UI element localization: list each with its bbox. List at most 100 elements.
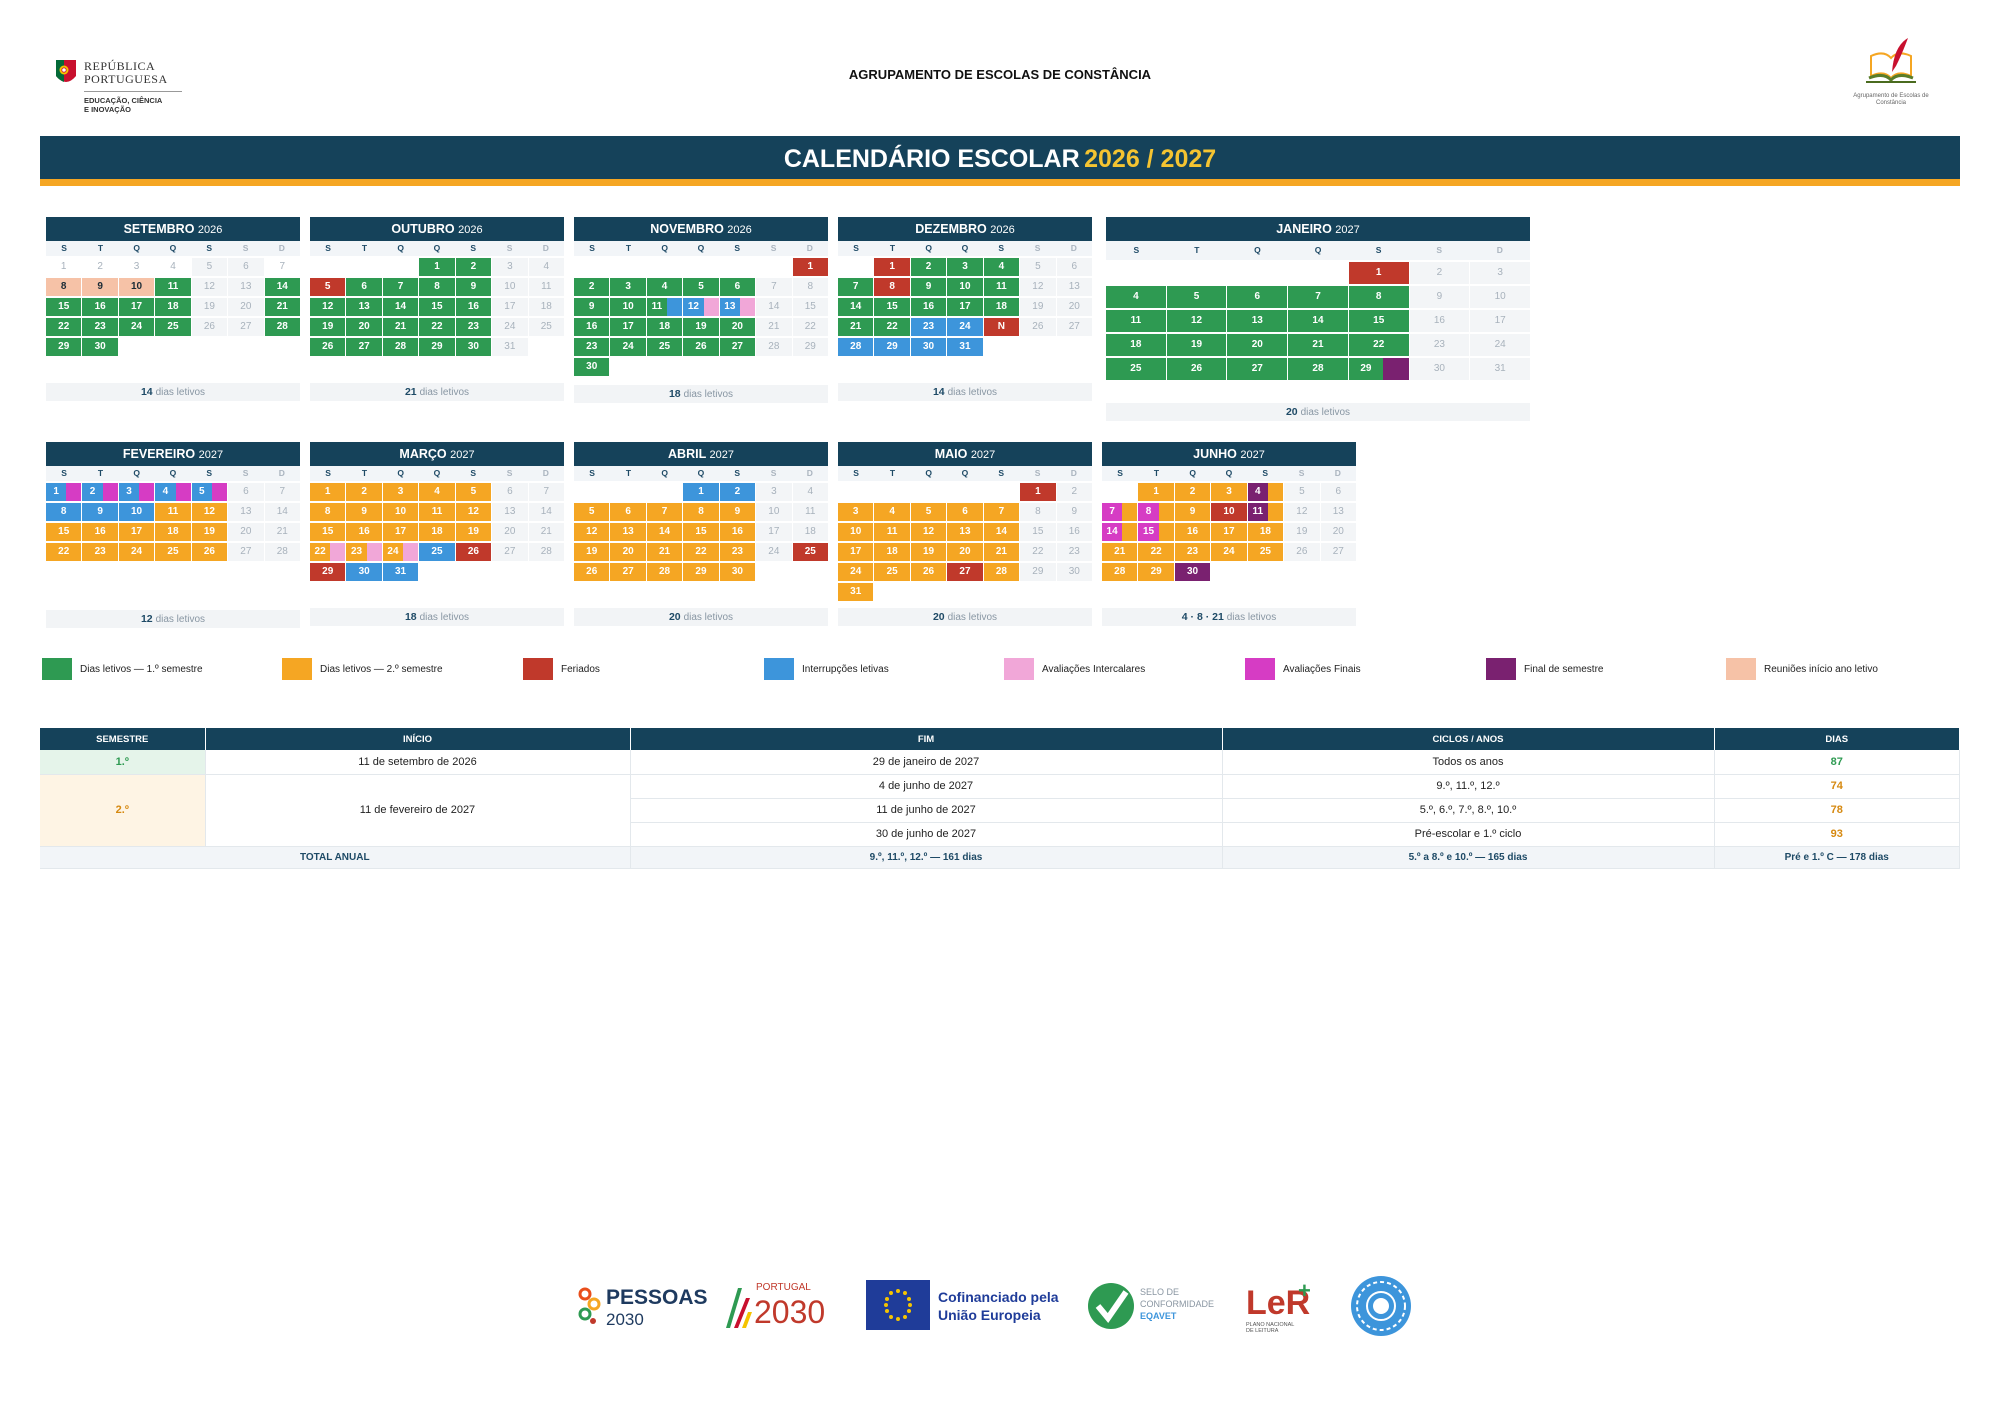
day-number: 13 [719,298,740,316]
day-number: 22 [804,321,816,332]
day-cell: 20 [346,318,382,336]
col-ciclos: CICLOS / ANOS [1222,728,1715,750]
legend-item: Feriados [523,658,600,680]
day-number: 3 [1226,486,1232,497]
month-year: 2027 [450,449,475,461]
day-cell: N [983,318,1020,336]
weekday-label: Q [697,468,705,478]
day-cell: 30 [574,358,610,376]
day-cell: 30 [1409,358,1470,380]
day-cell: 9 [82,503,118,521]
day-number: 1 [1375,267,1382,278]
day-cell: 16 [82,523,118,541]
day-cell: 24 [1470,334,1530,356]
month-header: MAIO 2027 [838,442,1092,466]
day-number: 29 [322,566,334,577]
day-number: 26 [203,546,215,557]
day-number: 7 [279,261,286,272]
day-cell: 19 [191,523,228,541]
day-cell: 7 [756,278,792,296]
day-number: 20 [731,321,743,332]
day-cell: 12 [574,523,610,541]
day-number: 28 [850,341,862,352]
day-number: 13 [1332,506,1344,517]
day-cell: 28 [1288,358,1348,380]
empty-cell [1227,262,1287,280]
eqavet-text-3: EQAVET [1140,1311,1177,1321]
month-year: 2026 [197,224,223,236]
day-number: 24 [131,321,143,332]
eqavet-text-1: SELO DE [1140,1287,1180,1297]
day-number: 15 [1373,315,1385,326]
day-cell: 21 [983,543,1020,561]
day-cell: 1 [419,258,455,276]
day-cell: 27 [228,543,264,561]
day-number: 5 [324,281,331,292]
weekday-label: T [889,468,896,478]
day-number: 9 [734,506,741,517]
weekday-label: Q [433,243,441,253]
day-cell: 10 [610,298,646,316]
day-cell: 21 [264,298,300,316]
day-number: 10 [504,281,516,292]
month-outubro: OUTUBRO 2026 S T Q Q S S D 1 2 3 4 5 6 7 8 9 10 11 12 13 14 15… [310,217,564,356]
day-number: 4 [1133,291,1139,302]
day-cell: 12 [683,298,719,316]
day-cell: 11 [792,503,828,521]
day-cell: 13 [492,503,528,521]
day-number: 8 [1375,291,1382,302]
day-cell: 16 [346,523,382,541]
day-number: 15 [1032,526,1044,537]
day-cell: 14 [1102,523,1138,541]
weekday-label: D [806,243,813,253]
weekday-label: T [361,243,368,253]
empty-cell [383,258,418,276]
school-days-total: 18 dias letivos [574,385,828,403]
day-cell: 27 [1227,358,1288,380]
school-days-total: 20 dias letivos [1106,403,1530,421]
day-grid: 1 2 3 4 5 6 7 8 9 10 11 12 13 14 15 16 17 18 19 20 21 22 23 24 2… [1102,483,1356,581]
day-cell: 15 [46,523,82,541]
day-cell: 3 [756,483,792,501]
weekday-label: S [1133,245,1140,255]
day-number: 2 [1189,486,1196,497]
weekday-label: Q [961,243,969,253]
day-number: 6 [625,506,631,517]
day-marker [1382,358,1409,380]
day-number: 22 [58,321,70,332]
legend-item: Dias letivos — 2.º semestre [282,658,443,680]
day-cell: 4 [1106,286,1166,308]
day-number: 21 [995,546,1007,557]
day-number: 2 [361,486,367,497]
day-cell: 16 [82,298,118,316]
day-cell: 18 [155,298,191,316]
table-row: 11 de junho de 2027 5.º, 6.º, 7.º, 8.º, … [40,798,1960,823]
day-cell: 17 [1470,310,1530,332]
weekday-label: Q [1314,245,1322,255]
day-cell: 15 [310,523,346,541]
day-cell: 2 [346,483,382,501]
weekday-label: S [1034,243,1041,253]
day-number: 30 [1433,363,1445,374]
day-number: 26 [695,341,707,352]
weekday-label: Q [1254,245,1261,255]
weekday-label: D [278,243,285,253]
day-number: 24 [504,321,516,332]
day-number: 2 [82,483,103,501]
day-cell: 13 [228,278,264,296]
weekday-label: S [998,243,1005,253]
day-cell: 11 [874,523,910,541]
day-number: 25 [1130,363,1142,374]
school-days-count: 18 [668,388,684,400]
day-cell: 11 [983,278,1020,296]
day-cell: 25 [419,543,455,561]
day-number: 19 [695,321,707,332]
day-number: 1 [60,261,67,272]
day-cell: 1 [874,258,910,276]
day-cell: 6 [346,278,382,296]
day-cell: 31 [382,563,419,581]
weekday-label: S [589,243,595,253]
month-name: OUTUBRO [391,222,459,236]
day-number: 14 [395,301,407,312]
day-number: 16 [94,526,106,537]
